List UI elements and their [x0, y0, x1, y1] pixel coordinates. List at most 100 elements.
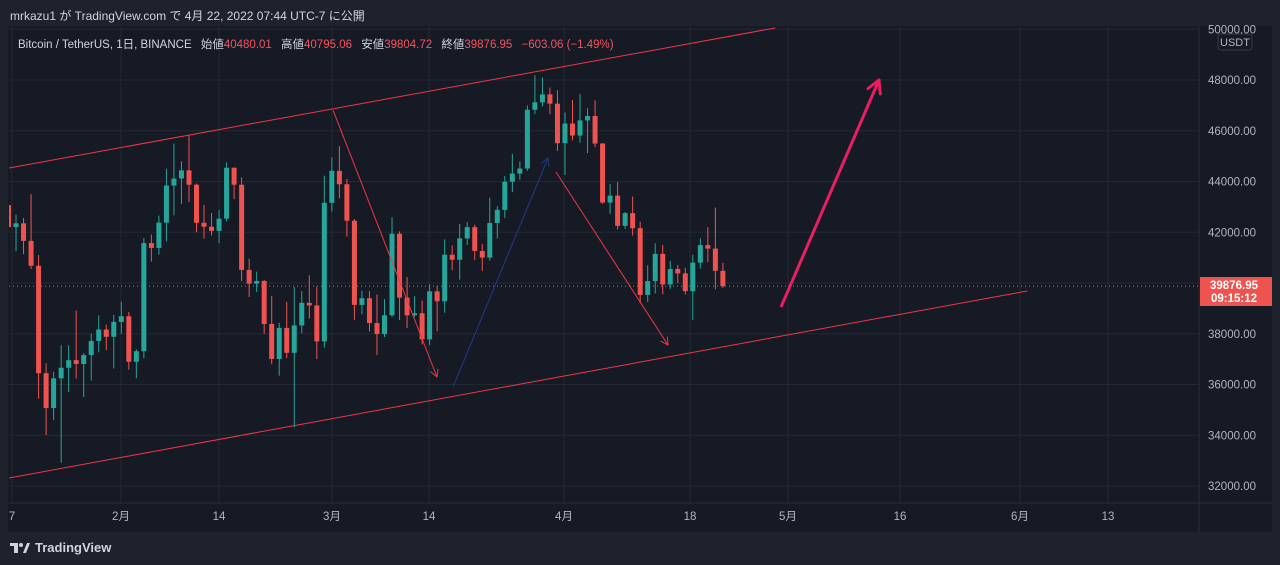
candle — [194, 183, 199, 233]
candle-body — [231, 167, 237, 185]
candle-body — [479, 250, 485, 258]
candle — [239, 177, 245, 282]
candle-body — [88, 340, 94, 356]
candle-body — [652, 253, 658, 282]
brand-name: TradingView — [35, 540, 112, 555]
candle-body — [630, 213, 636, 229]
pink-arrow-up-forecast-head — [877, 78, 882, 96]
low-label: 安値 — [361, 39, 385, 51]
candle-body — [539, 94, 545, 103]
time-tick-label: 14 — [423, 511, 436, 523]
candle — [216, 210, 222, 244]
candle — [374, 294, 380, 356]
candle-body — [126, 316, 132, 362]
candle-body — [156, 222, 162, 248]
price-tick-label: 36000.00 — [1208, 380, 1256, 392]
candle — [36, 255, 42, 399]
candle — [359, 290, 365, 315]
candle-body — [374, 323, 380, 335]
candle — [419, 300, 425, 345]
candle-body — [9, 205, 11, 228]
candle — [577, 94, 583, 143]
candle-body — [615, 195, 621, 226]
open-value: 40480.01 — [223, 39, 272, 51]
price-tick-label: 48000.00 — [1208, 75, 1256, 87]
candle-body — [254, 280, 260, 284]
candle — [73, 310, 79, 379]
currency-label: USDT — [1220, 37, 1250, 49]
candle — [51, 371, 57, 420]
candle-body — [201, 222, 207, 227]
publish-header: mrkazu1 が TradingView.com で 4月 22, 2022 … — [0, 0, 1280, 26]
red-arrow-down-2-head — [660, 340, 669, 346]
candle — [667, 260, 673, 289]
candle-body — [43, 373, 49, 409]
candle — [389, 217, 395, 318]
candle-body — [51, 378, 57, 409]
candle-body — [682, 273, 688, 292]
candle-body — [141, 243, 147, 352]
candle-body — [81, 355, 87, 364]
candle — [246, 258, 252, 297]
close-label: 終値 — [441, 39, 465, 51]
candle-body — [660, 253, 666, 285]
candle — [652, 243, 658, 294]
change-value: −603.06 (−1.49%) — [521, 39, 614, 51]
candle-body — [111, 321, 117, 337]
candle-body — [419, 313, 425, 340]
candle — [88, 333, 94, 381]
candle-body — [562, 123, 568, 144]
price-tick-label: 44000.00 — [1208, 177, 1256, 189]
candle — [126, 312, 132, 370]
close-value: 39876.95 — [464, 39, 513, 51]
candle-body — [246, 269, 252, 284]
candle — [66, 345, 72, 393]
candle — [156, 215, 162, 255]
candle-body — [58, 367, 64, 379]
channel-lower-line — [9, 290, 1028, 479]
candle — [224, 162, 230, 222]
blue-arrow-up-shaft — [452, 157, 549, 388]
candle-body — [13, 223, 19, 228]
candle — [163, 168, 169, 242]
red-arrow-down-1-shaft — [332, 109, 438, 378]
time-tick-label: 14 — [213, 511, 226, 523]
last-price-label: 39876.95 — [1210, 280, 1259, 292]
candle-body — [28, 240, 34, 266]
red-arrow-down-2-shaft — [555, 171, 669, 346]
candle-body — [366, 298, 372, 324]
time-tick-label: 3月 — [323, 511, 341, 523]
candle-body — [457, 238, 463, 260]
candle-body — [577, 120, 583, 136]
candle-body — [472, 227, 478, 251]
tradingview-logo-icon — [10, 542, 30, 553]
candle — [336, 145, 342, 199]
candle-body — [21, 223, 27, 241]
candle — [351, 218, 357, 320]
candle-body — [216, 218, 222, 231]
candle — [645, 265, 651, 302]
tradingview-logo[interactable]: TradingView — [10, 540, 111, 555]
candle — [600, 143, 606, 204]
candle — [314, 286, 320, 360]
footer: TradingView — [0, 532, 1280, 565]
candle — [382, 299, 387, 338]
candle — [697, 238, 703, 269]
candle — [261, 279, 267, 334]
candle — [487, 197, 493, 261]
open-label: 始値 — [200, 39, 224, 51]
candle-body — [712, 248, 718, 271]
candle — [96, 315, 102, 353]
candle — [434, 285, 440, 332]
candle-body — [291, 325, 297, 353]
candle-body — [449, 254, 455, 260]
candle-body — [269, 323, 275, 359]
symbol-name: Bitcoin / TetherUS, 1日, BINANCE — [18, 39, 192, 51]
candle — [284, 302, 290, 359]
candle — [118, 301, 124, 334]
high-label: 高値 — [281, 39, 305, 51]
candle — [178, 161, 184, 204]
price-tick-label: 38000.00 — [1208, 329, 1256, 341]
candle-body — [389, 233, 395, 316]
